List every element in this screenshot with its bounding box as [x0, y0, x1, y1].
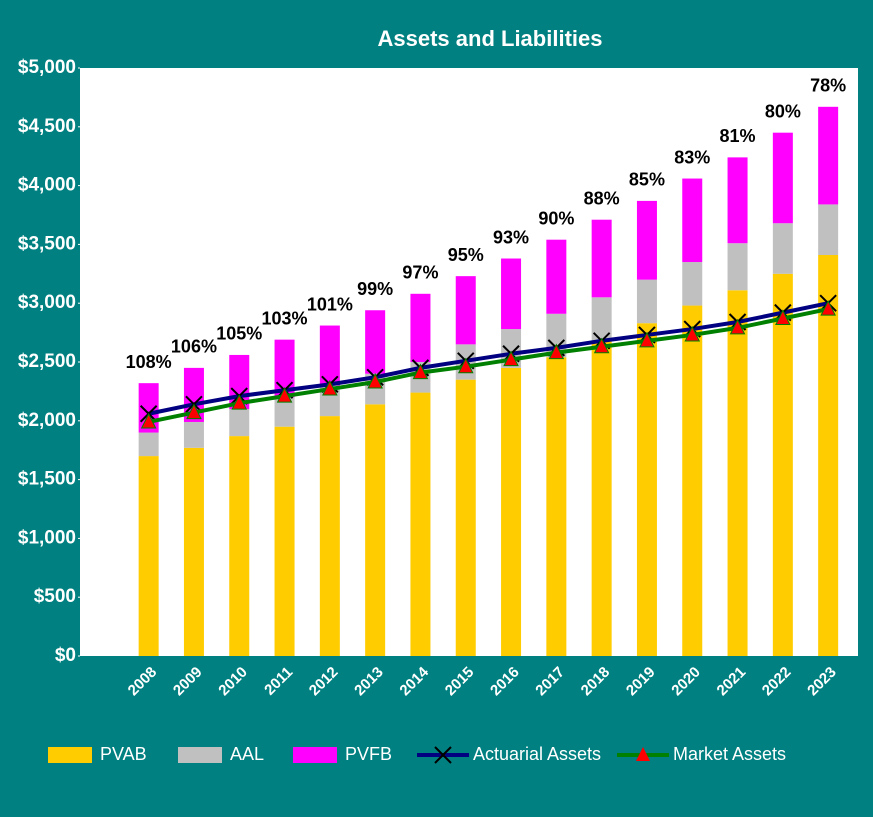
- bar-segment: [229, 409, 250, 437]
- bar-segment: [274, 339, 295, 398]
- legend-marker: [636, 747, 650, 761]
- y-tick-label: $4,000: [18, 175, 76, 196]
- funded-ratio-label: 101%: [307, 294, 353, 314]
- y-tick-label: $0: [55, 645, 76, 666]
- funded-ratio-label: 85%: [629, 170, 665, 190]
- bar-segment: [772, 223, 793, 274]
- legend-label: Market Assets: [673, 744, 786, 764]
- bar-segment: [501, 258, 522, 330]
- bar-segment: [818, 254, 839, 656]
- funded-ratio-label: 105%: [216, 324, 262, 344]
- bar-segment: [636, 323, 657, 656]
- bar-segment: [183, 421, 204, 448]
- bar-segment: [727, 243, 748, 291]
- funded-ratio-label: 80%: [765, 101, 801, 121]
- bar-segment: [727, 157, 748, 244]
- bar-segment: [636, 200, 657, 280]
- line-marker: [412, 363, 429, 380]
- line-marker: [322, 379, 338, 396]
- line-marker: [457, 357, 474, 374]
- legend-label: PVAB: [100, 744, 147, 764]
- line-marker: [729, 318, 746, 335]
- legend-swatch: [48, 747, 92, 763]
- line: [148, 301, 829, 416]
- funded-ratio-label: 106%: [171, 337, 217, 357]
- bar-segment: [682, 178, 703, 263]
- y-tick-label: $3,500: [18, 233, 76, 254]
- legend-label: AAL: [230, 744, 264, 764]
- bar-segment: [365, 310, 386, 374]
- line-marker: [276, 386, 293, 403]
- funded-ratio-label: 83%: [674, 147, 710, 167]
- bar-segment: [501, 367, 522, 656]
- bar-segment: [727, 290, 748, 656]
- y-tick-label: $5,000: [18, 57, 76, 78]
- line-marker: [367, 372, 383, 389]
- funded-ratio-label: 78%: [810, 76, 846, 96]
- bar-segment: [772, 132, 793, 224]
- bar-segment: [183, 447, 204, 656]
- line-marker: [593, 337, 610, 354]
- bar-segment: [274, 397, 295, 427]
- y-tick-label: $1,500: [18, 469, 76, 490]
- line-marker: [503, 350, 519, 367]
- chart-title: Assets and Liabilities: [378, 26, 603, 51]
- bar-segment: [818, 204, 839, 255]
- bar-segment: [636, 279, 657, 324]
- line-marker: [820, 299, 836, 316]
- legend-marker: [434, 746, 452, 764]
- bar-segment: [138, 432, 159, 457]
- bar-segment: [319, 416, 340, 656]
- bar-segment: [410, 392, 431, 656]
- bar-segment: [229, 436, 250, 656]
- bar-segment: [682, 305, 703, 656]
- line: [148, 307, 829, 424]
- legend-label: PVFB: [345, 744, 392, 764]
- y-tick-label: $3,000: [18, 292, 76, 313]
- bar-segment: [410, 293, 431, 362]
- y-tick-label: $500: [34, 586, 76, 607]
- funded-ratio-label: 103%: [262, 308, 308, 328]
- bar-segment: [818, 106, 839, 205]
- funded-ratio-label: 90%: [538, 208, 574, 228]
- bar-segment: [365, 404, 386, 656]
- bar-segment: [682, 262, 703, 306]
- bar-segment: [455, 379, 476, 656]
- bar-segment: [138, 456, 159, 656]
- bar-segment: [455, 276, 476, 345]
- bar-segment: [591, 219, 612, 298]
- line-marker: [775, 309, 791, 325]
- legend-label: Actuarial Assets: [473, 744, 601, 764]
- funded-ratio-label: 99%: [357, 279, 393, 299]
- bar-segment: [591, 340, 612, 656]
- funded-ratio-label: 108%: [126, 352, 172, 372]
- y-tick-label: $2,500: [18, 351, 76, 372]
- bar-segment: [772, 273, 793, 656]
- y-tick-label: $2,000: [18, 410, 76, 431]
- bar-segment: [319, 325, 340, 386]
- line-marker: [684, 325, 701, 342]
- bar-segment: [546, 357, 567, 656]
- funded-ratio-label: 93%: [493, 227, 529, 247]
- funded-ratio-label: 81%: [720, 126, 756, 146]
- bar-segment: [274, 426, 295, 656]
- bar-segment: [546, 239, 567, 314]
- bar-segment: [591, 297, 612, 341]
- line-marker: [639, 331, 655, 348]
- y-tick-label: $1,000: [18, 527, 76, 548]
- legend-swatch: [178, 747, 222, 763]
- line-marker: [140, 412, 157, 429]
- line-marker: [186, 403, 202, 420]
- funded-ratio-label: 95%: [448, 245, 484, 265]
- line-marker: [231, 394, 248, 410]
- funded-ratio-label: 88%: [584, 188, 620, 208]
- y-tick-label: $4,500: [18, 116, 76, 137]
- legend-swatch: [293, 747, 337, 763]
- funded-ratio-label: 97%: [402, 263, 438, 283]
- line-marker: [548, 343, 565, 360]
